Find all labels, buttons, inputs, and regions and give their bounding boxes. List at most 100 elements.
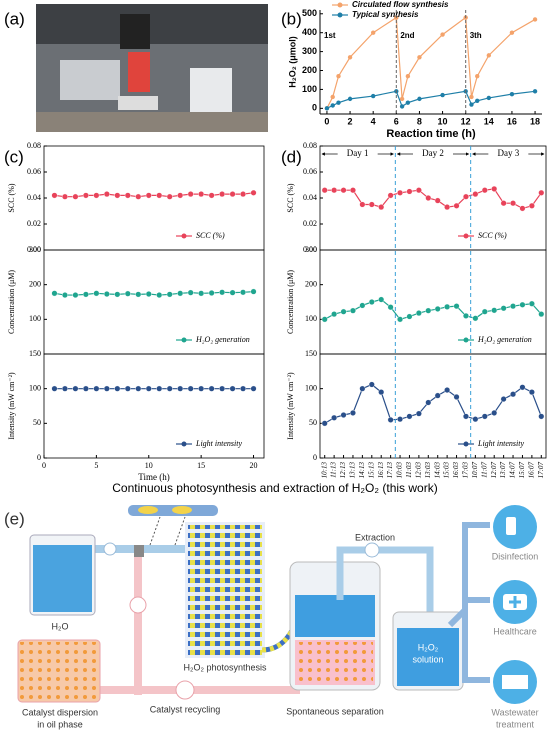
y-tick-label: 0.08 — [27, 141, 41, 150]
data-point — [405, 73, 411, 79]
data-point — [198, 385, 205, 392]
data-point — [469, 102, 474, 107]
icon-plant — [502, 675, 528, 689]
y-tick-label: 150 — [29, 349, 41, 358]
data-point — [198, 290, 205, 297]
label: H₂O — [52, 621, 69, 631]
data-point — [406, 313, 413, 320]
data-point — [425, 307, 432, 314]
data-point — [72, 292, 79, 299]
data-point — [538, 311, 545, 318]
x-tick-label: 16:13 — [377, 462, 385, 479]
data-point — [82, 385, 89, 392]
data-point — [387, 416, 394, 423]
label: Extraction — [355, 532, 395, 542]
data-point — [500, 200, 507, 207]
data-point — [187, 289, 194, 296]
data-point — [208, 385, 215, 392]
data-point — [475, 73, 480, 79]
data-point — [415, 187, 422, 194]
data-point — [519, 205, 526, 212]
data-point — [406, 413, 413, 420]
label: treatment — [496, 719, 535, 729]
legend-marker — [337, 12, 343, 18]
x-tick-label: 13:13 — [349, 462, 357, 479]
data-point — [187, 385, 194, 392]
data-point — [82, 192, 89, 199]
legend-marker — [463, 441, 469, 447]
y-tick-label: 100 — [302, 84, 317, 94]
data-point — [538, 189, 545, 196]
x-tick-label: 17:13 — [386, 462, 394, 479]
data-point — [93, 192, 100, 199]
data-point — [347, 96, 353, 102]
data-point — [240, 289, 247, 296]
data-point — [93, 290, 100, 297]
data-point — [440, 92, 445, 98]
data-point — [510, 200, 517, 207]
data-point — [368, 381, 375, 388]
x-tick-label: 13:07 — [499, 462, 507, 479]
data-point — [331, 187, 338, 194]
x-tick-label: 20 — [250, 461, 258, 470]
panel-label: (e) — [4, 509, 25, 528]
data-point — [177, 290, 184, 297]
plot-frame — [319, 353, 547, 459]
y-tick-label: 0.00 — [27, 245, 41, 254]
x-tick-label: 10:03 — [396, 462, 404, 479]
y-tick-label: 150 — [305, 349, 317, 358]
y-tick-label: 300 — [305, 245, 317, 254]
catalyst — [20, 642, 98, 700]
series-line — [326, 16, 536, 109]
data-point — [321, 187, 328, 194]
data-point — [405, 100, 411, 105]
pipe — [336, 546, 434, 625]
y-tick-label: 0.02 — [303, 219, 317, 228]
legend-label: Typical synthesis — [352, 10, 419, 19]
data-point — [321, 316, 328, 323]
catalyst — [297, 642, 373, 683]
data-point — [472, 416, 479, 423]
data-point — [340, 187, 347, 194]
valve — [364, 542, 380, 558]
data-point — [486, 53, 492, 58]
x-tick-label: 18 — [530, 116, 540, 126]
data-point — [82, 291, 89, 298]
x-tick-label: 12:03 — [414, 462, 422, 479]
x-tick-label: 11:13 — [330, 462, 338, 478]
y-tick-label: 300 — [302, 46, 317, 56]
data-point — [177, 192, 184, 199]
data-point — [51, 192, 58, 199]
data-point — [124, 290, 131, 297]
data-point — [519, 301, 526, 308]
legend-label: Light intensity — [477, 439, 524, 448]
data-point — [434, 392, 441, 399]
legend-label: Light intensity — [195, 439, 242, 448]
label: Spontaneous separation — [286, 706, 384, 716]
data-point — [444, 303, 451, 310]
x-axis-label: Time (h) — [138, 472, 169, 482]
data-point — [229, 385, 236, 392]
label: Wastewater — [491, 707, 538, 717]
panel-label: (c) — [4, 147, 24, 166]
photo: (a) — [4, 4, 268, 132]
data-point — [156, 292, 163, 299]
plot-frame — [43, 353, 265, 459]
data-point — [156, 192, 163, 199]
data-point — [510, 303, 517, 310]
data-point — [425, 399, 432, 406]
y-tick-label: 50 — [33, 418, 41, 427]
x-tick-label: 12:07 — [490, 462, 498, 479]
cycle-label: 3th — [470, 31, 482, 40]
legend-marker — [463, 337, 469, 343]
pipe — [261, 577, 311, 653]
coil — [188, 525, 262, 655]
y-tick-label: 0 — [37, 453, 41, 462]
data-point — [532, 17, 538, 22]
data-point — [250, 288, 257, 295]
data-point — [187, 191, 194, 198]
data-point — [145, 192, 152, 199]
x-tick-label: 13:03 — [424, 462, 432, 479]
